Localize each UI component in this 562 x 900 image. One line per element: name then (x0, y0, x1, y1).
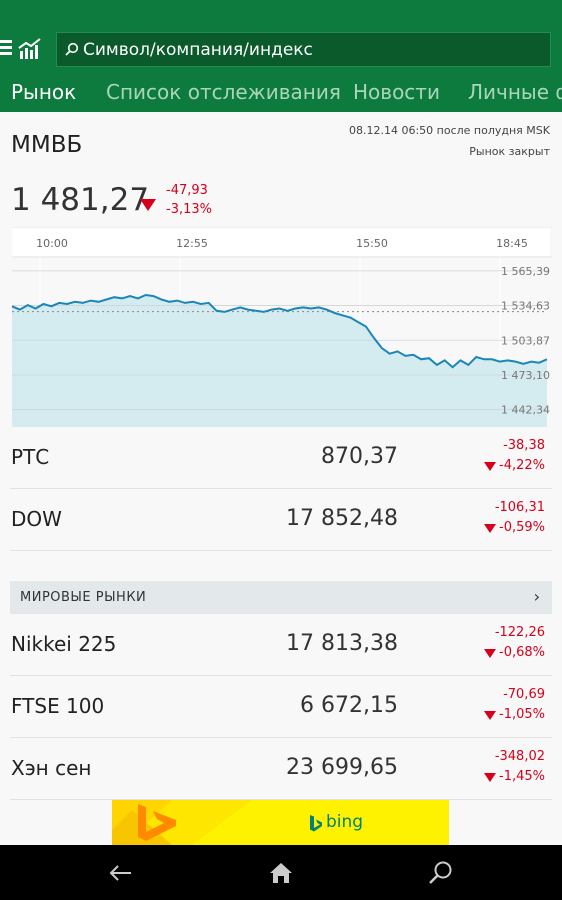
down-arrow-icon (140, 199, 156, 211)
quote-name: Хэн сен (11, 756, 92, 780)
index-timestamp: 08.12.14 06:50 после полудня MSK (348, 124, 550, 137)
quote-name: РТС (11, 445, 50, 469)
quote-change: -106,31 -0,59% (495, 498, 545, 538)
quote-value: 17 852,48 (286, 506, 398, 531)
quote-change: -348,02 -1,45% (495, 747, 545, 787)
tab-market[interactable]: Рынок (11, 80, 77, 104)
y-tick-label: 1 442,34 (501, 404, 550, 417)
index-change-pct: -3,13% (166, 202, 212, 217)
quote-row[interactable]: FTSE 100 6 672,15 -70,69 -1,05% (10, 676, 552, 738)
quote-value: 6 672,15 (300, 693, 398, 718)
hamburger-icon[interactable] (0, 40, 12, 56)
world-markets-header[interactable]: МИРОВЫЕ РЫНКИ › (10, 581, 552, 614)
market-content: ММВБ 08.12.14 06:50 после полудня MSK Ры… (0, 112, 562, 845)
world-markets-title: МИРОВЫЕ РЫНКИ (20, 590, 147, 605)
quote-change: -122,26 -0,68% (495, 623, 545, 663)
home-icon[interactable] (267, 859, 295, 887)
index-name[interactable]: ММВБ (11, 132, 83, 158)
quote-change-abs: -106,31 (494, 500, 545, 515)
tab-news[interactable]: Новости (353, 80, 440, 104)
quote-change-abs: -70,69 (503, 687, 545, 702)
quote-change-abs: -122,26 (494, 625, 545, 640)
search-input[interactable] (83, 33, 543, 66)
chevron-right-icon: › (533, 587, 540, 606)
down-arrow-icon (484, 524, 496, 533)
search-icon[interactable] (427, 859, 455, 887)
quote-name: Nikkei 225 (11, 632, 117, 656)
market-status: Рынок закрыт (469, 145, 550, 158)
x-tick-label: 12:55 (176, 237, 208, 250)
down-arrow-icon (484, 462, 496, 471)
quote-row[interactable]: Хэн сен 23 699,65 -348,02 -1,45% (10, 738, 552, 800)
search-box[interactable] (56, 32, 551, 67)
quote-change: -70,69 -1,05% (499, 685, 545, 725)
quote-change-abs: -38,38 (503, 438, 545, 453)
quote-change-pct: -0,59% (499, 520, 545, 535)
quote-row[interactable]: РТС 870,37 -38,38 -4,22% (10, 427, 552, 489)
bing-logo-icon (310, 815, 322, 832)
bing-logo-icon (138, 804, 176, 841)
quote-value: 17 813,38 (286, 631, 398, 656)
index-chart[interactable]: 10:00 12:55 15:50 18:45 1 565,39 1 534,63 1 50… (0, 227, 562, 427)
chart-time-axis (12, 227, 550, 257)
down-arrow-icon (484, 711, 496, 720)
quote-value: 870,37 (321, 444, 398, 469)
y-tick-label: 1 503,87 (501, 334, 550, 347)
bing-ad-graphic (112, 800, 252, 845)
tab-watchlist[interactable]: Список отслеживания (106, 80, 341, 104)
app-header: Рынок Список отслеживания Новости Личные… (0, 0, 562, 112)
back-icon[interactable] (107, 859, 135, 887)
x-tick-label: 15:50 (356, 237, 388, 250)
tab-bar: Рынок Список отслеживания Новости Личные… (0, 74, 562, 112)
quote-name: DOW (11, 507, 62, 531)
ad-banner[interactable]: bing (112, 800, 449, 845)
index-change-abs: -47,93 (166, 183, 208, 198)
system-nav-bar (0, 845, 562, 900)
chart-icon[interactable] (18, 38, 42, 60)
quote-change-pct: -0,68% (499, 645, 545, 660)
index-change: -47,93 -3,13% (166, 181, 212, 219)
x-tick-label: 18:45 (496, 237, 528, 250)
search-icon (65, 42, 79, 56)
quote-value: 23 699,65 (286, 755, 398, 780)
quote-change-abs: -348,02 (494, 749, 545, 764)
quote-change: -38,38 -4,22% (499, 436, 545, 476)
quote-row[interactable]: Nikkei 225 17 813,38 -122,26 -0,68% (10, 614, 552, 676)
down-arrow-icon (484, 649, 496, 658)
quote-change-pct: -1,45% (499, 769, 545, 784)
quote-row[interactable]: DOW 17 852,48 -106,31 -0,59% (10, 489, 552, 551)
chart-area-fill (12, 295, 547, 427)
ad-brand-text: bing (326, 812, 364, 832)
index-value: 1 481,27 (11, 182, 150, 218)
quote-name: FTSE 100 (11, 694, 105, 718)
down-arrow-icon (484, 773, 496, 782)
y-tick-label: 1 565,39 (501, 265, 550, 278)
y-tick-label: 1 473,10 (501, 369, 550, 382)
chart-price-line (11, 293, 548, 369)
y-tick-label: 1 534,63 (501, 300, 550, 313)
quote-change-pct: -1,05% (499, 707, 545, 722)
x-tick-label: 10:00 (36, 237, 68, 250)
quote-change-pct: -4,22% (499, 458, 545, 473)
tab-personal[interactable]: Личные ф (468, 80, 562, 104)
